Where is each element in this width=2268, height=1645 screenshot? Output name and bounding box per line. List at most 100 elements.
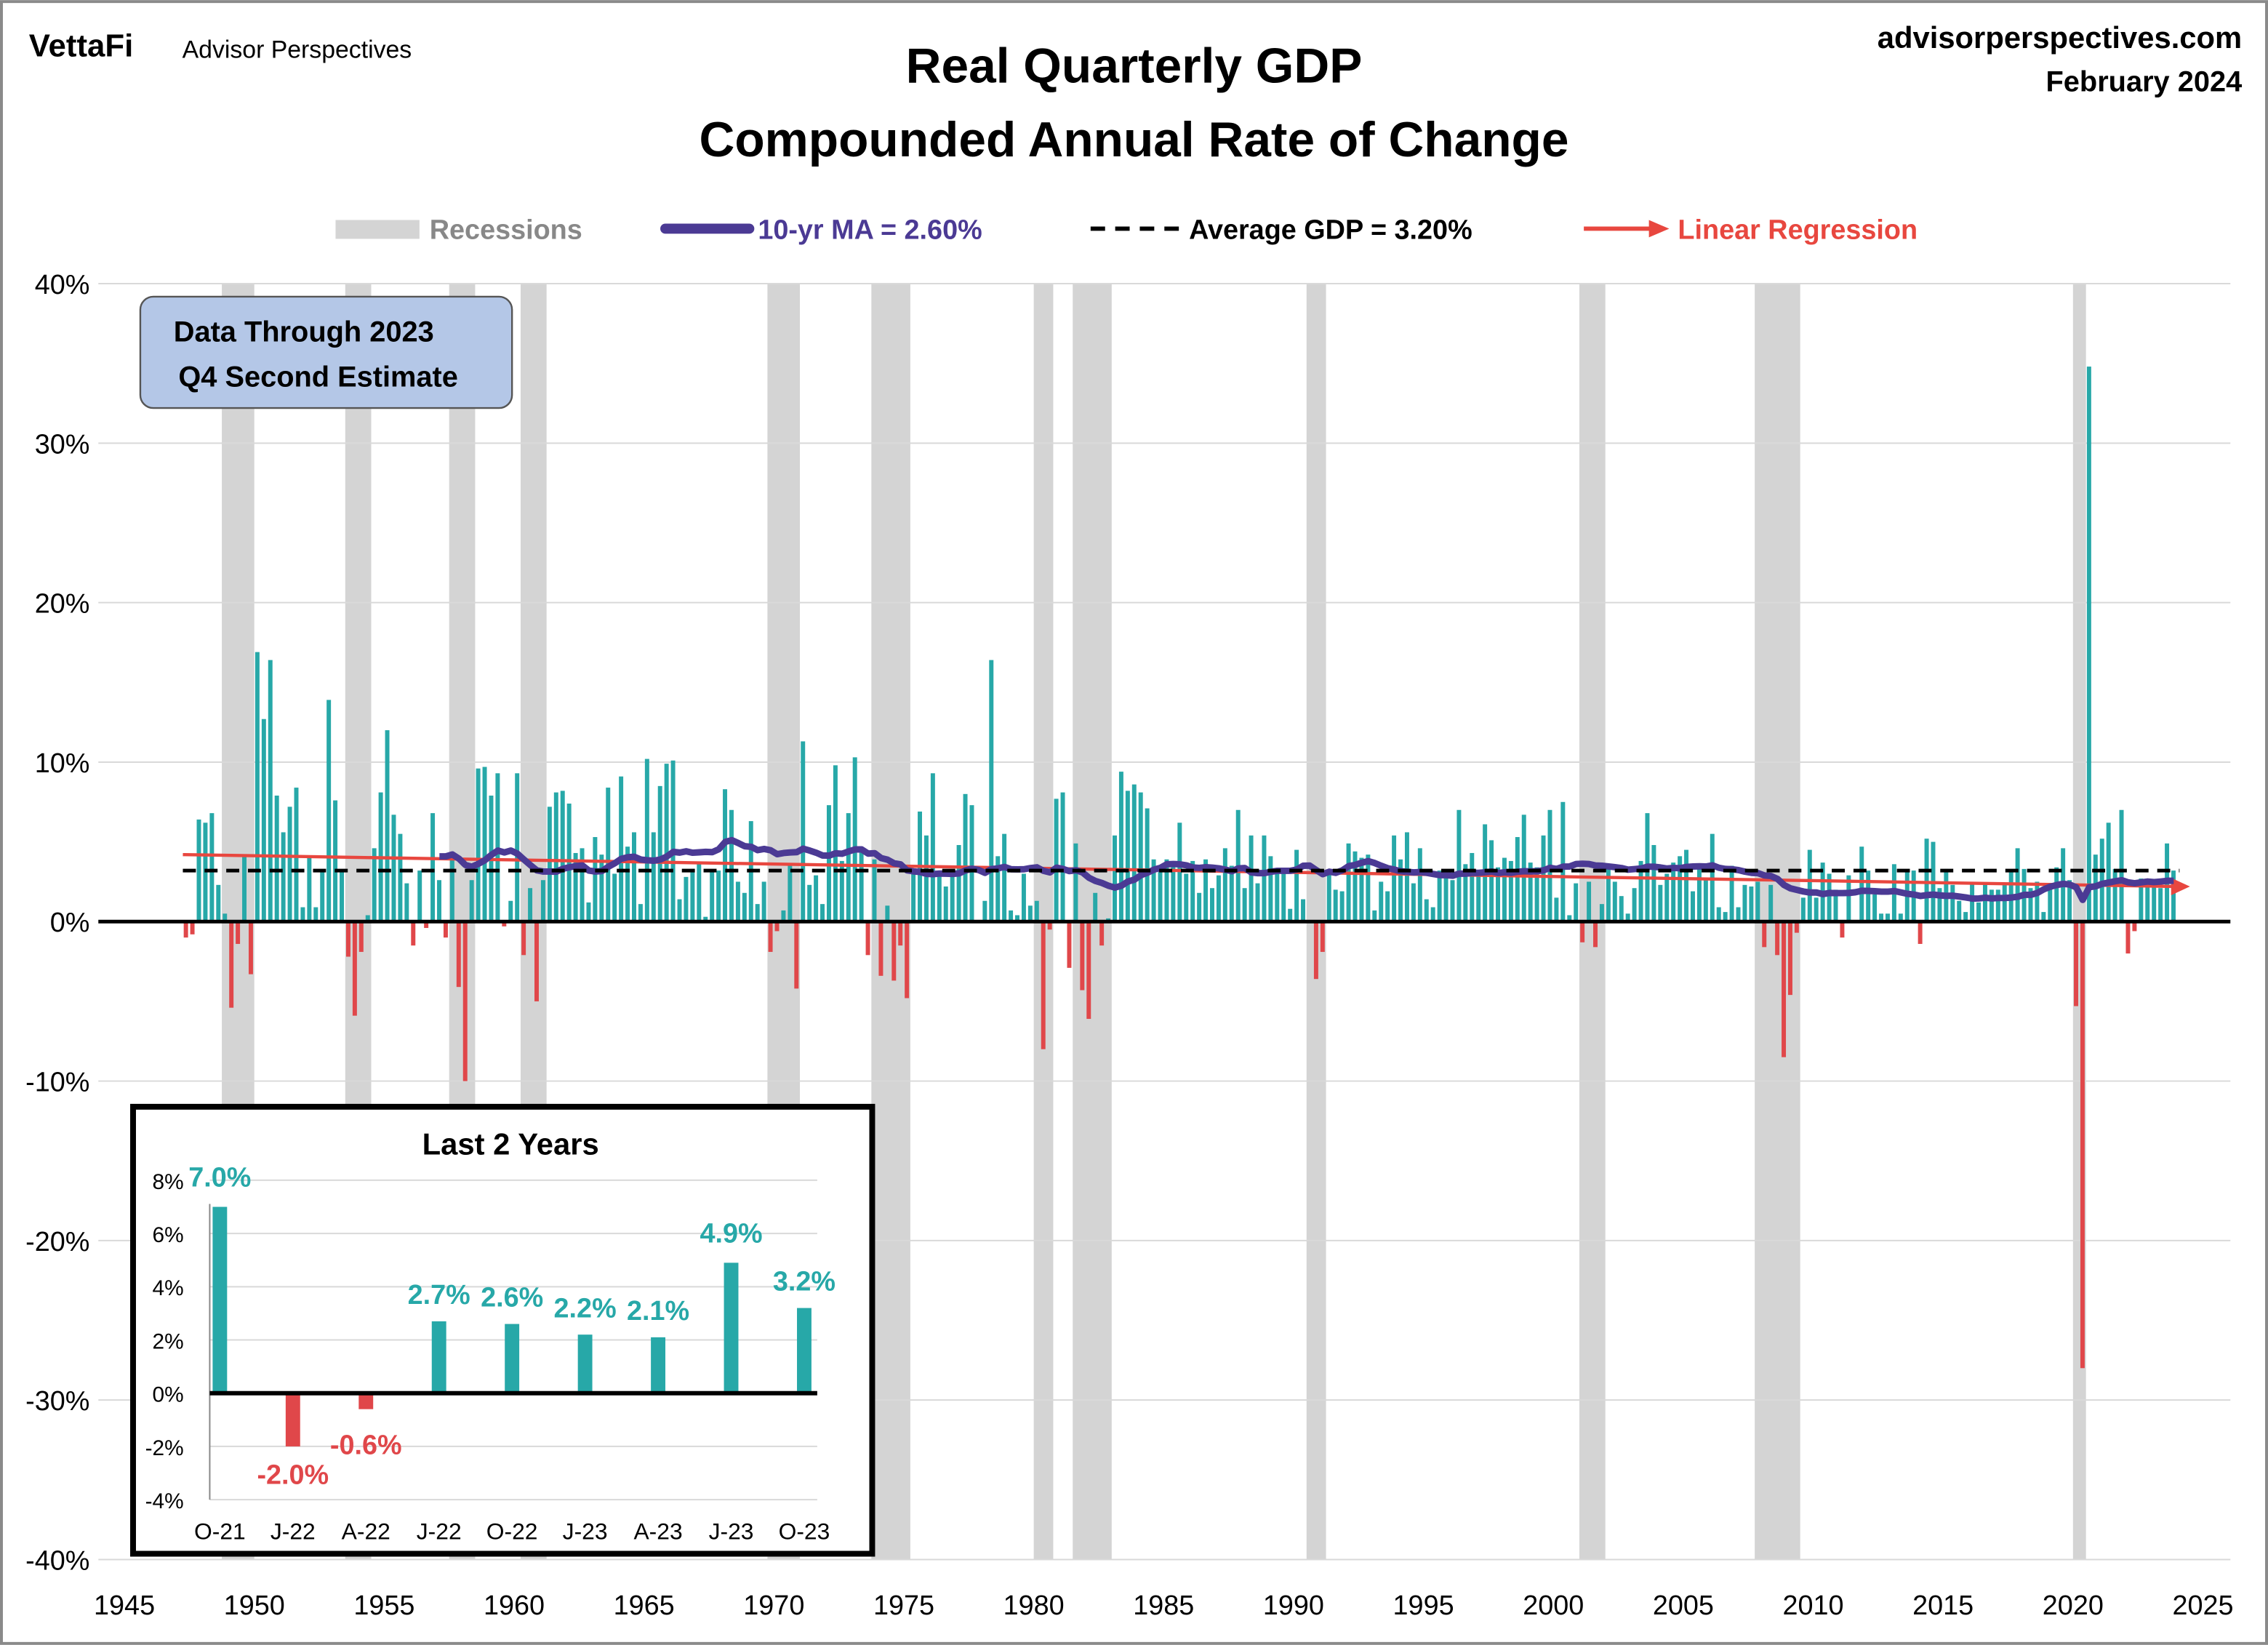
gdp-bar [644,759,649,922]
gdp-bar [1970,883,1975,922]
gdp-bar [1060,792,1065,922]
gdp-bar [437,880,441,922]
gdp-bar [956,844,961,922]
gdp-bar [1158,868,1163,922]
gdp-bar [1787,921,1792,996]
gdp-bar [1385,891,1390,922]
overlay-lines [98,836,2231,924]
gdp-bar [1794,921,1799,933]
gdp-bar [1560,801,1566,922]
inset-bar [358,1393,374,1409]
gdp-bar [2119,809,2124,922]
note-line-1: Data Through 2023 [174,316,434,348]
gdp-bar [1593,921,1598,948]
gdp-bar [281,832,286,922]
gdp-bar [1027,905,1033,922]
gdp-bar [1749,886,1754,922]
gdp-bar [1288,908,1293,922]
gdp-bar [788,864,793,922]
gdp-bar [1554,897,1559,922]
gdp-bars [183,367,2176,1369]
gdp-bar [1580,921,1585,942]
inset-y-tick-label: 4% [152,1276,183,1300]
gdp-bar [1275,872,1280,922]
x-tick-label: 2005 [1653,1590,1714,1621]
gdp-bar [1976,902,1982,922]
gdp-bar [1209,888,1214,922]
gdp-bar [801,741,806,922]
gdp-bar [781,910,786,922]
gdp-bar [911,873,916,922]
gdp-bar [417,870,422,922]
gdp-bar [1528,862,1533,922]
gdp-bar [2158,888,2163,922]
x-axis-labels: 1945 1950 1955 1960 1965 1970 1975 1980 1985 1990… [94,1590,2233,1621]
gdp-bar [2125,921,2131,954]
gdp-bar [1937,888,1942,922]
brand-name: Advisor Perspectives [183,36,412,64]
inset-bar [797,1308,812,1393]
gdp-bar [1612,881,1617,922]
gdp-bar [1281,873,1286,922]
gdp-bar [255,652,260,922]
gdp-bar [1775,921,1780,956]
gdp-bar [352,921,357,1016]
gdp-bar [1957,900,1962,922]
inset-bar [577,1334,593,1393]
gdp-bar [1301,899,1306,922]
gdp-bar [566,803,572,922]
gdp-bar [774,921,780,932]
gdp-bar [2171,870,2176,922]
inset-data-label: 2.6% [481,1283,543,1313]
gdp-bar [2028,888,2033,922]
gdp-bar [1099,921,1105,946]
gdp-bar [443,921,448,938]
gdp-bar [274,796,279,922]
gdp-bar [326,700,332,922]
gdp-bar [482,767,487,922]
inset-bar [431,1321,446,1393]
y-tick-label: -10% [25,1067,89,1097]
gdp-bar [1177,822,1182,922]
gdp-bar [1807,849,1812,922]
gdp-bar [209,813,215,922]
gdp-bar [1417,848,1422,922]
note-box [139,295,513,409]
gdp-bar [1411,883,1416,922]
gdp-bar [1567,915,1572,922]
gdp-bar [411,921,416,946]
gdp-bar [1255,883,1260,922]
inset-data-label: 3.2% [773,1267,836,1297]
gdp-bar [1430,907,1435,922]
inset-frame [130,1103,875,1557]
gdp-bar [1840,921,1845,938]
y-tick-label: 30% [35,429,90,460]
gdp-bar [1995,889,2000,922]
gdp-bar [196,819,201,922]
gdp-bar [1736,907,1741,922]
inset-bar [285,1393,300,1446]
inset-bar [212,1206,228,1393]
moving-average-line [439,836,2174,903]
inset-y-tick-label: -2% [145,1436,184,1460]
gdp-bar [1326,870,1331,922]
inset-data-label: -2.0% [257,1460,329,1491]
gdp-bar [1898,913,1903,922]
gdp-bar [794,921,799,989]
gdp-bar [508,900,513,922]
gdp-bar [1989,889,1994,922]
inset-x-tick-label: O-22 [486,1518,538,1545]
gdp-bar [229,921,234,1008]
gdp-bar [1379,881,1384,922]
gdp-bar [670,760,676,922]
x-tick-label: 1995 [1393,1590,1454,1621]
gdp-bar [1489,840,1494,922]
gdp-bar [1879,913,1884,922]
gdp-bar [391,815,396,922]
gdp-bar [333,800,338,922]
gridlines [98,283,2231,1561]
gdp-bar [2041,912,2046,922]
gdp-bar [1145,808,1150,922]
gdp-bar [268,660,273,922]
gdp-bar [937,873,942,922]
